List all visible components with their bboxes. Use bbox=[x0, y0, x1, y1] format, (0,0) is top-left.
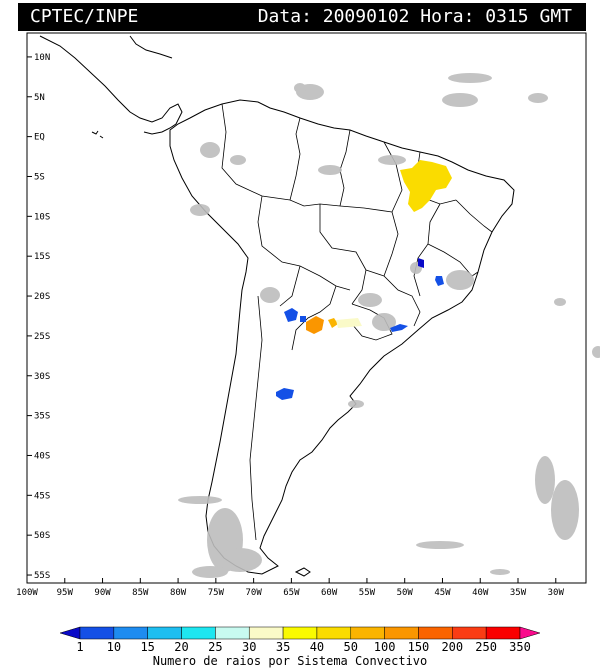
legend-swatch bbox=[181, 626, 216, 640]
legend-swatch bbox=[79, 626, 115, 640]
lon-tick-label: 70W bbox=[245, 588, 262, 598]
storm-blue-south-brazil-1 bbox=[418, 258, 424, 268]
legend-label: 15 bbox=[140, 640, 154, 654]
yucatan-coast bbox=[129, 35, 173, 59]
org-label: CPTEC/INPE bbox=[30, 6, 139, 27]
lightning-legend: 1 10 15 20 25 30 35 40 50 100 150 200 250 350 bbox=[59, 626, 541, 654]
legend-swatch bbox=[316, 626, 352, 640]
legend-swatch bbox=[113, 626, 148, 640]
land-masses bbox=[39, 35, 515, 577]
legend-label: 10 bbox=[107, 640, 121, 654]
storm-yellow-brazil bbox=[400, 160, 452, 212]
lon-tick-label: 30W bbox=[548, 588, 565, 598]
legend-arrow-left bbox=[59, 626, 81, 640]
lat-tick-label: 35S bbox=[34, 412, 50, 422]
legend-label: 25 bbox=[208, 640, 222, 654]
storm-blue-southeast bbox=[390, 324, 408, 332]
legend-label: 100 bbox=[374, 640, 396, 654]
lon-tick-label: 80W bbox=[170, 588, 187, 598]
lat-tick-label: 10N bbox=[34, 53, 50, 63]
legend-label: 40 bbox=[310, 640, 324, 654]
storm-pale-yellow bbox=[336, 318, 362, 328]
lon-tick-label: 65W bbox=[283, 588, 300, 598]
legend-label: 200 bbox=[441, 640, 463, 654]
legend-label: 1 bbox=[76, 640, 83, 654]
lon-tick-label: 35W bbox=[510, 588, 527, 598]
legend-label: 50 bbox=[344, 640, 358, 654]
timestamp-label: Data: 20090102 Hora: 0315 GMT bbox=[257, 6, 572, 27]
lat-tick-label: 5S bbox=[34, 172, 45, 182]
legend-label: 30 bbox=[242, 640, 256, 654]
legend-arrow-right bbox=[519, 626, 541, 640]
lat-tick-label: 20S bbox=[34, 292, 50, 302]
legend-swatch bbox=[282, 626, 318, 640]
lat-tick-label: 45S bbox=[34, 491, 50, 501]
lon-tick-label: 100W bbox=[16, 588, 38, 598]
lat-tick-label: 25S bbox=[34, 332, 50, 342]
central-america-coast bbox=[39, 35, 183, 135]
lon-tick-label: 40W bbox=[472, 588, 489, 598]
south-america-coast bbox=[169, 99, 515, 575]
legend-label: 150 bbox=[408, 640, 430, 654]
lat-tick-label: 55S bbox=[34, 571, 50, 581]
storm-blue-pampas bbox=[276, 388, 294, 400]
storm-blue-paraguay bbox=[284, 308, 298, 322]
legend-swatch bbox=[215, 626, 250, 640]
lat-tick-label: 10S bbox=[34, 212, 50, 222]
lon-tick-label: 90W bbox=[94, 588, 111, 598]
legend-swatch bbox=[248, 626, 284, 640]
lon-tick-label: 50W bbox=[397, 588, 414, 598]
lat-tick-label: 50S bbox=[34, 531, 50, 541]
cloud-cover bbox=[178, 73, 600, 578]
lat-tick-label: 40S bbox=[34, 451, 50, 461]
lat-tick-label: EQ bbox=[34, 133, 45, 143]
lon-tick-label: 95W bbox=[57, 588, 74, 598]
lat-tick-label: 15S bbox=[34, 252, 50, 262]
lat-tick-label: 30S bbox=[34, 372, 50, 382]
map-panel bbox=[26, 32, 587, 584]
legend-caption: Numero de raios por Sistema Convectivo bbox=[153, 654, 428, 668]
lon-tick-label: 55W bbox=[359, 588, 376, 598]
title-bar: CPTEC/INPE Data: 20090102 Hora: 0315 GMT bbox=[18, 3, 586, 31]
lon-tick-label: 60W bbox=[321, 588, 338, 598]
storm-blue-paraguay-2 bbox=[300, 316, 306, 322]
legend-swatch bbox=[350, 626, 385, 640]
lon-tick-label: 45W bbox=[434, 588, 451, 598]
lon-tick-label: 85W bbox=[132, 588, 149, 598]
legend-swatch bbox=[485, 626, 521, 640]
legend-label: 350 bbox=[509, 640, 531, 654]
storm-orange-2 bbox=[328, 318, 338, 328]
longitude-axis: 100W 95W 90W 85W 80W 75W 70W 65W 60W 55W 50W 45W 40W… bbox=[16, 578, 564, 598]
storm-blue-south-brazil-2 bbox=[435, 276, 444, 286]
legend-label: 20 bbox=[174, 640, 188, 654]
legend-swatch bbox=[147, 626, 182, 640]
falkland-islands bbox=[294, 567, 311, 577]
legend-swatch bbox=[452, 626, 487, 640]
storm-systems bbox=[276, 160, 452, 400]
lat-tick-label: 5N bbox=[34, 93, 45, 103]
legend-label: 250 bbox=[475, 640, 497, 654]
legend-swatch bbox=[418, 626, 453, 640]
storm-orange-argentina bbox=[306, 316, 324, 334]
galapagos-islands bbox=[91, 130, 104, 139]
latitude-axis: 10N 5N EQ 5S 10S 15S 20S 25S 30S 35S 40S 45S 50S 55S bbox=[27, 53, 50, 581]
legend-label: 35 bbox=[276, 640, 290, 654]
legend-swatch bbox=[384, 626, 419, 640]
lon-tick-label: 75W bbox=[208, 588, 225, 598]
